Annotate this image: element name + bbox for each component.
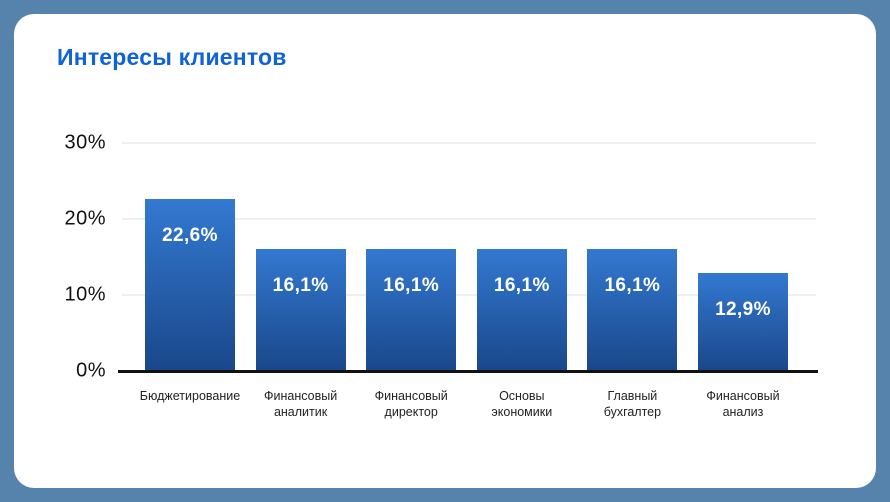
x-axis-category-label: Основы экономики (491, 389, 553, 419)
bar-value-label: 22,6% (162, 225, 218, 247)
bar: 16,1% (476, 248, 567, 371)
gridline (122, 142, 816, 144)
x-axis-line (118, 369, 818, 373)
y-axis-tick-label: 10% (64, 283, 106, 306)
y-axis-tick-label: 30% (64, 131, 106, 154)
bar: 16,1% (255, 248, 346, 371)
x-axis-category-label: Финансовый анализ (706, 389, 780, 419)
bar-value-label: 16,1% (383, 274, 440, 296)
y-axis-tick-label: 20% (64, 207, 106, 230)
bar-chart-plot: 0% 10% 20% 30% 22,6% Бюджетирование 16,1% Финан… (14, 14, 876, 488)
x-axis-category-label: Финансовый директор (374, 389, 448, 419)
bar-value-label: 16,1% (493, 274, 550, 296)
chart-card: Интересы клиентов 0% 10% 20% 30% 22,6% Бюджет… (14, 14, 876, 488)
x-axis-category-label: Финансовый аналитик (263, 389, 338, 419)
bar: 16,1% (587, 248, 678, 371)
y-axis-tick-label: 0% (76, 359, 106, 382)
gridline (122, 294, 816, 296)
chart-title: Интересы клиентов (57, 44, 287, 70)
gridline (122, 218, 816, 220)
bar: 12,9% (698, 272, 788, 371)
bar-value-label: 12,9% (715, 298, 771, 320)
bar-value-label: 16,1% (604, 274, 661, 296)
bar: 22,6% (145, 199, 235, 371)
bar: 16,1% (366, 248, 457, 371)
x-axis-category-label: Бюджетирование (139, 389, 241, 403)
x-axis-category-label: Главный бухгалтер (603, 389, 662, 419)
bar-value-label: 16,1% (272, 274, 329, 296)
